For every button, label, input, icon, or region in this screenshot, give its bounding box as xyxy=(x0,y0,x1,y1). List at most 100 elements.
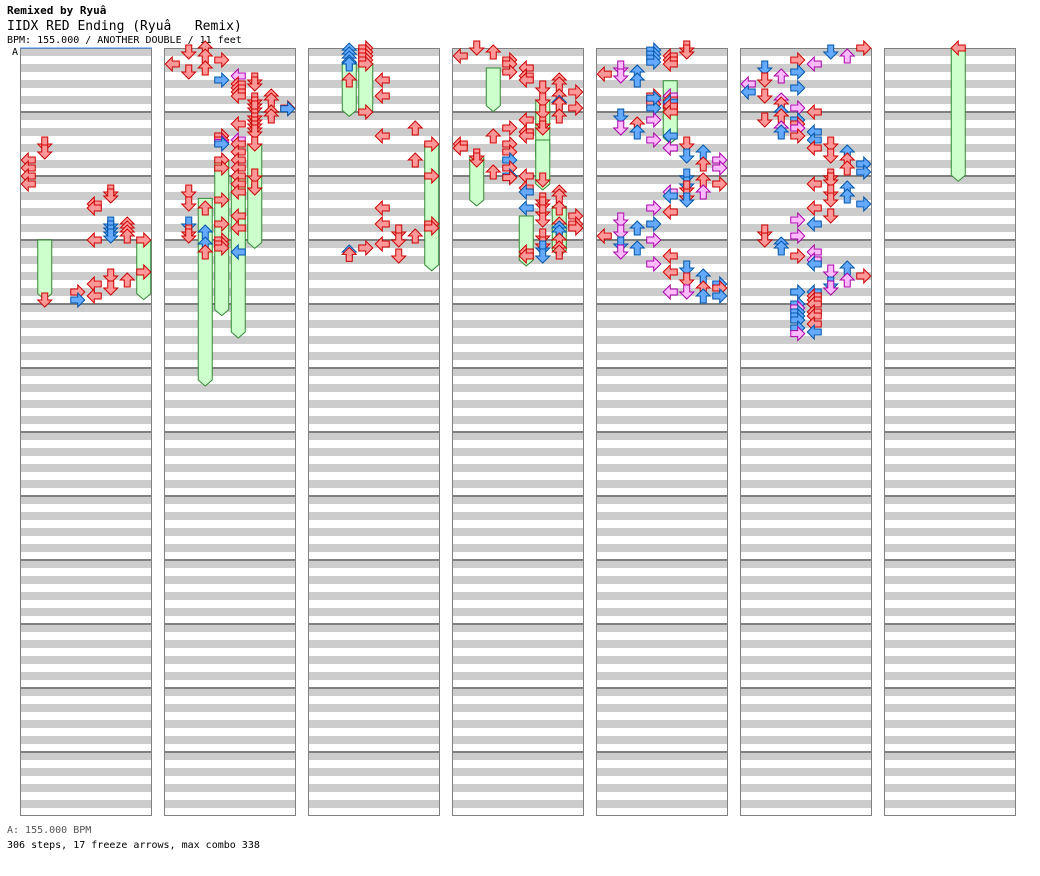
measure-box xyxy=(452,624,584,688)
step-arrow-left xyxy=(806,215,822,233)
beat-stripe xyxy=(20,416,152,424)
step-arrow-up xyxy=(773,68,790,84)
beat-stripe xyxy=(740,288,872,296)
step-arrow-right xyxy=(646,255,662,273)
beat-stripe xyxy=(308,576,440,584)
measure-box xyxy=(164,752,296,816)
measure-box xyxy=(740,560,872,624)
beat-stripe xyxy=(20,192,152,200)
beat-stripe xyxy=(164,512,296,520)
step-arrow-left xyxy=(86,231,102,249)
beat-stripe xyxy=(20,48,152,56)
beat-stripe xyxy=(884,160,1016,168)
beat-stripe xyxy=(452,48,584,56)
beat-stripe xyxy=(596,304,728,312)
step-arrow-right xyxy=(424,219,440,237)
measure-box xyxy=(740,432,872,496)
beat-stripe xyxy=(308,496,440,504)
beat-stripe xyxy=(164,720,296,728)
beat-stripe xyxy=(20,592,152,600)
measure-box xyxy=(308,176,440,240)
beat-stripe xyxy=(20,656,152,664)
beat-stripe xyxy=(20,368,152,376)
step-arrow-down xyxy=(180,184,197,200)
step-arrow-down xyxy=(756,232,773,248)
beat-stripe xyxy=(164,608,296,616)
step-arrow-down xyxy=(612,212,629,228)
beat-stripe xyxy=(884,560,1016,568)
step-arrow-left xyxy=(518,127,534,145)
beat-stripe xyxy=(740,192,872,200)
beat-stripe xyxy=(596,80,728,88)
step-arrow-down xyxy=(102,280,119,296)
step-arrow-left xyxy=(374,215,390,233)
step-arrow-down xyxy=(102,228,119,244)
beat-stripe xyxy=(308,560,440,568)
beat-stripe xyxy=(596,528,728,536)
freeze-arrow xyxy=(950,47,966,182)
beat-stripe xyxy=(884,304,1016,312)
beat-stripe xyxy=(596,288,728,296)
step-arrow-up xyxy=(839,48,856,64)
beat-stripe xyxy=(452,464,584,472)
step-arrow-up xyxy=(407,120,424,136)
beat-stripe xyxy=(740,256,872,264)
step-arrow-down xyxy=(678,192,695,208)
step-arrow-down xyxy=(678,272,695,288)
beat-stripe xyxy=(452,704,584,712)
step-arrow-left xyxy=(230,219,246,237)
step-arrow-down xyxy=(822,136,839,152)
step-arrow-right xyxy=(790,127,806,145)
beat-stripe xyxy=(20,336,152,344)
step-arrow-left xyxy=(662,103,678,121)
measure-box xyxy=(740,304,872,368)
measure-box xyxy=(596,240,728,304)
step-arrow-down xyxy=(246,180,263,196)
step-arrow-left xyxy=(662,55,678,73)
bpm-legend: A: 155.000 BPM xyxy=(7,825,92,836)
measure-box xyxy=(452,304,584,368)
beat-stripe xyxy=(20,128,152,136)
step-arrow-right xyxy=(214,135,230,153)
beat-stripe xyxy=(20,608,152,616)
measure-box xyxy=(308,240,440,304)
beat-stripe xyxy=(20,256,152,264)
beat-stripe xyxy=(20,624,152,632)
beat-stripe xyxy=(164,224,296,232)
beat-stripe xyxy=(308,256,440,264)
measure-box xyxy=(308,688,440,752)
step-arrow-right xyxy=(646,53,662,71)
step-arrow-up xyxy=(341,56,358,72)
remixer-credit: Remixed by Ryuâ xyxy=(7,4,107,17)
beat-stripe xyxy=(884,576,1016,584)
beat-stripe xyxy=(596,464,728,472)
beat-stripe xyxy=(452,112,584,120)
beat-stripe xyxy=(740,272,872,280)
beat-stripe xyxy=(20,672,152,680)
measure-box xyxy=(884,240,1016,304)
beat-stripe xyxy=(20,272,152,280)
step-arrow-left xyxy=(518,183,534,201)
measure-box xyxy=(596,560,728,624)
beat-stripe xyxy=(308,64,440,72)
beat-stripe xyxy=(740,752,872,760)
beat-stripe xyxy=(452,672,584,680)
measure-box xyxy=(596,752,728,816)
beat-stripe xyxy=(164,96,296,104)
step-arrow-up xyxy=(629,220,646,236)
beat-stripe xyxy=(164,384,296,392)
step-arrow-down xyxy=(534,92,551,108)
beat-stripe xyxy=(164,192,296,200)
beat-stripe xyxy=(308,128,440,136)
beat-stripe xyxy=(596,720,728,728)
step-arrow-down xyxy=(822,148,839,164)
step-arrow-down xyxy=(468,152,485,168)
beat-stripe xyxy=(884,208,1016,216)
step-arrow-down xyxy=(612,120,629,136)
beat-stripe xyxy=(884,176,1016,184)
beat-stripe xyxy=(596,752,728,760)
beat-stripe xyxy=(740,368,872,376)
beat-stripe xyxy=(164,112,296,120)
measure-box xyxy=(308,368,440,432)
measure-box xyxy=(20,112,152,176)
